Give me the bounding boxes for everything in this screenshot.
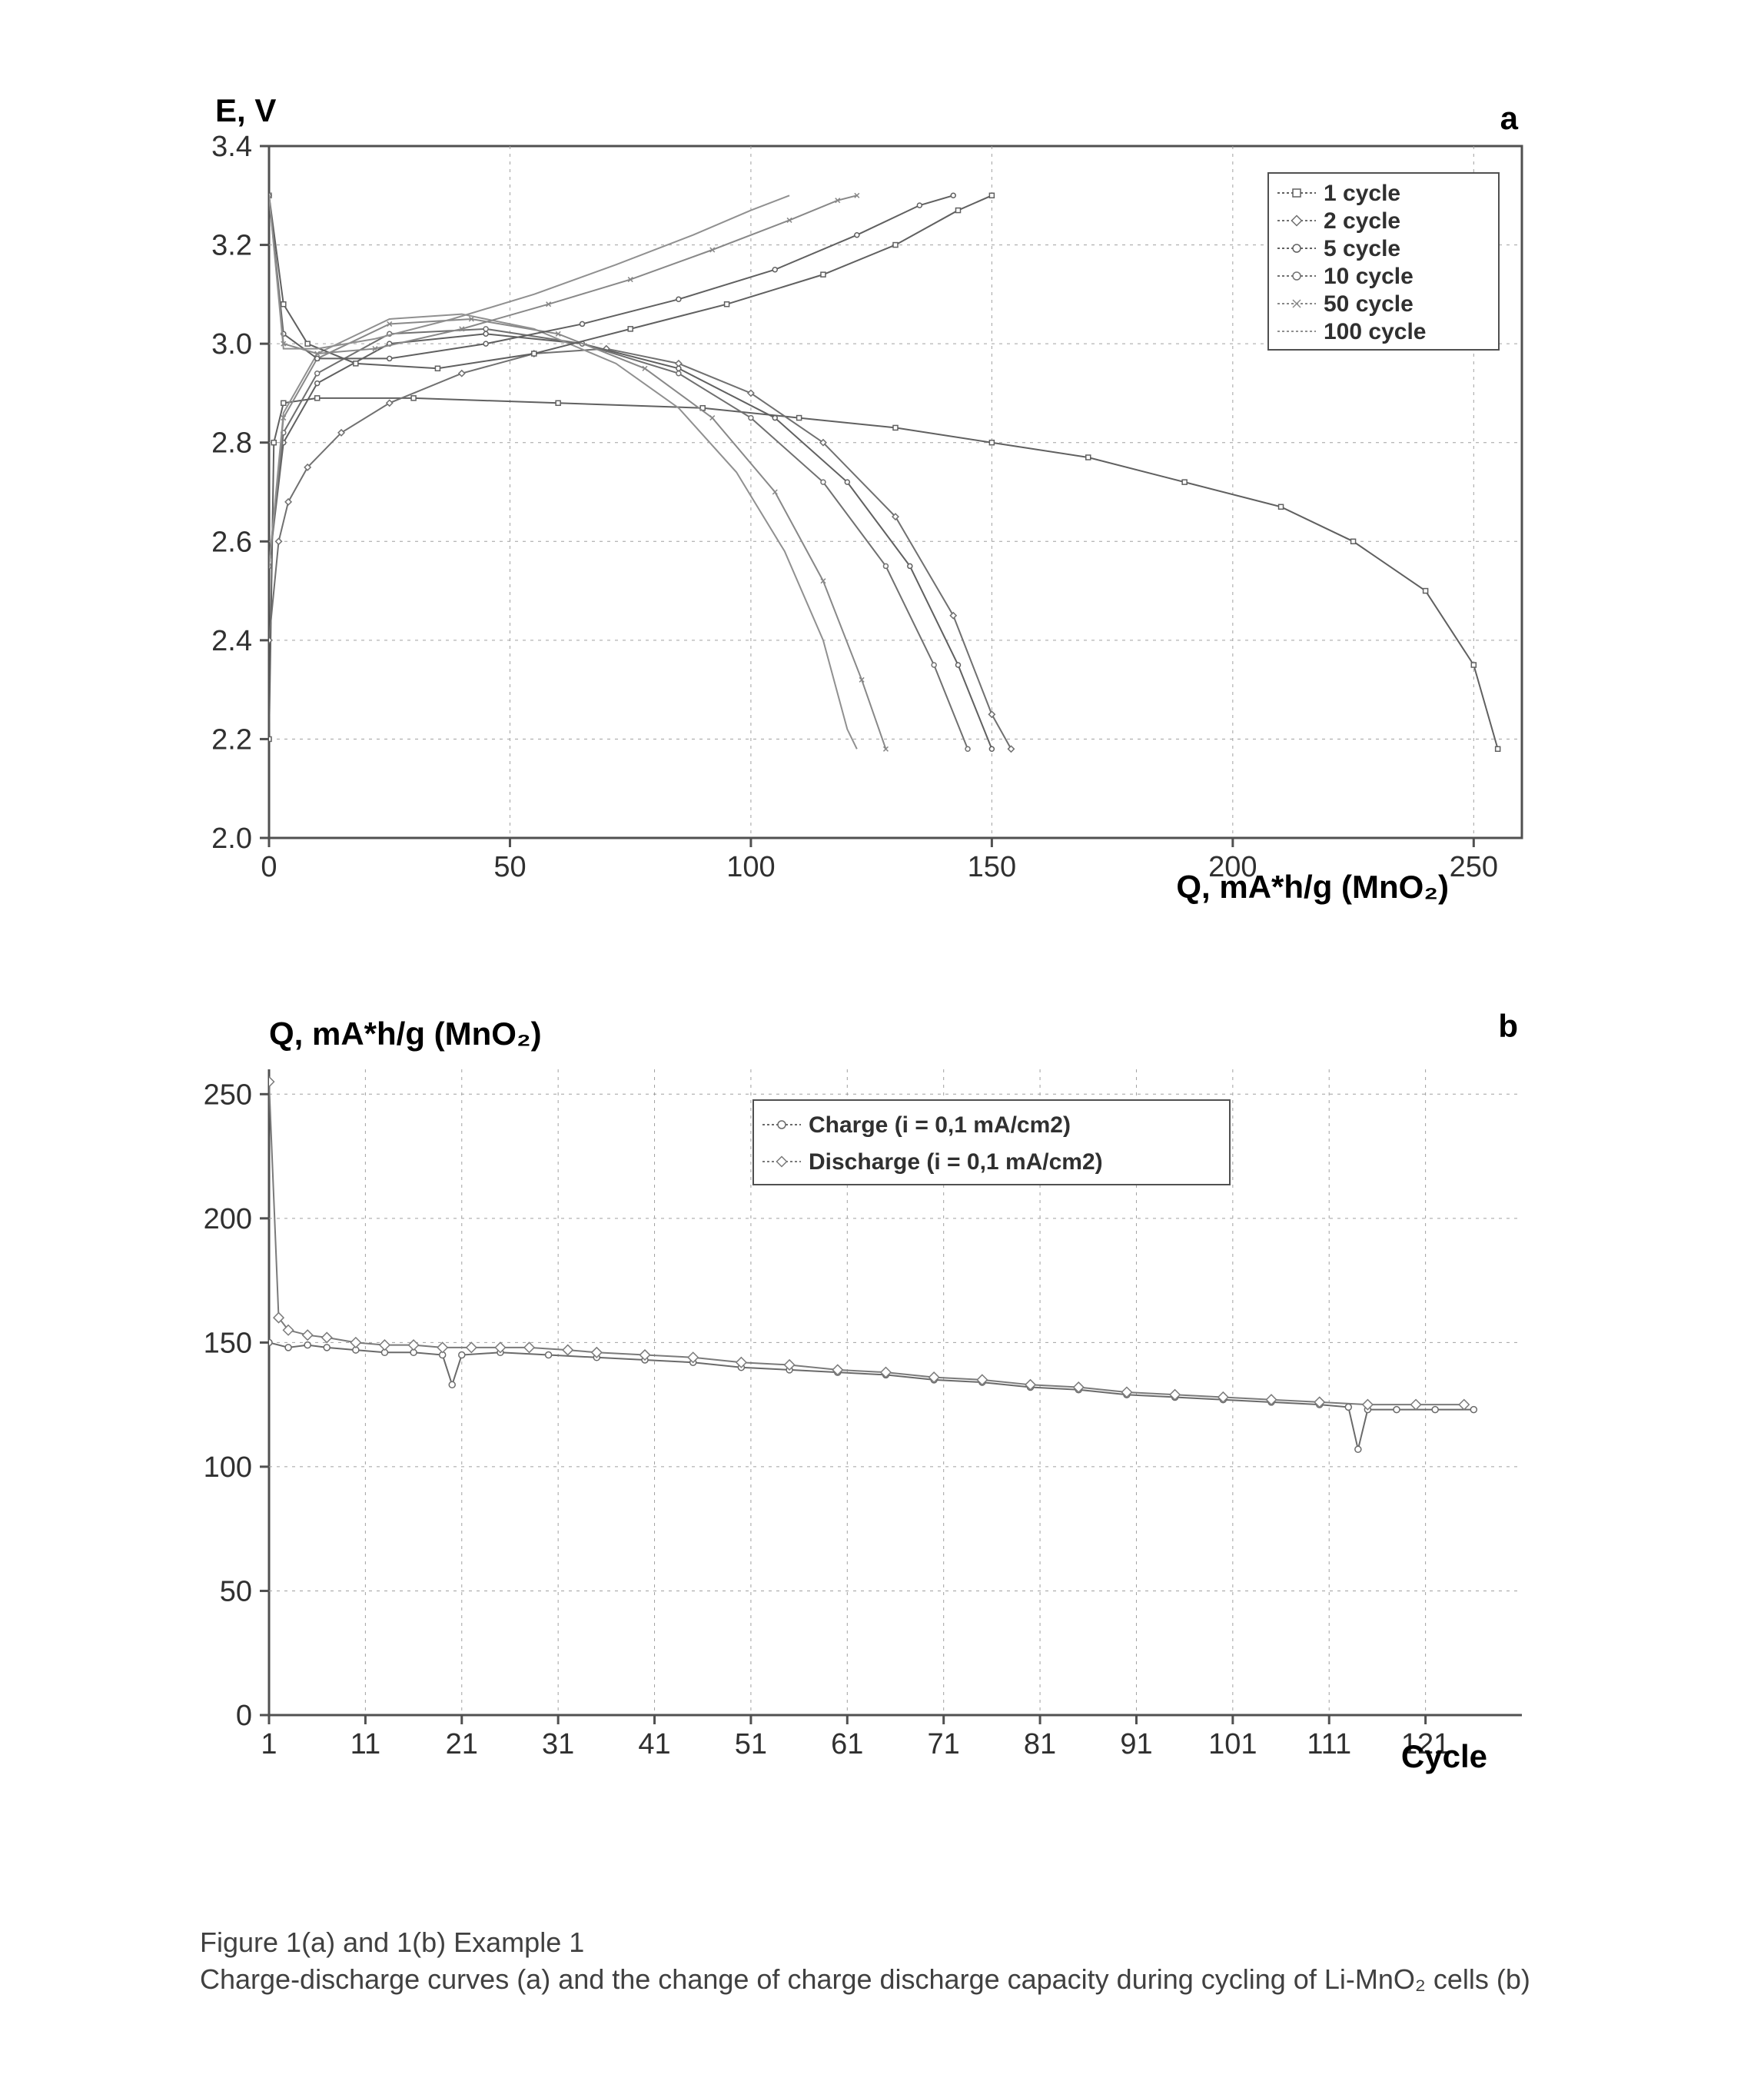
svg-text:111: 111 <box>1307 1728 1351 1760</box>
caption-line-2: Charge-discharge curves (a) and the chan… <box>200 1961 1595 1999</box>
svg-text:250: 250 <box>204 1079 252 1112</box>
svg-text:250: 250 <box>1450 851 1498 883</box>
svg-text:3.0: 3.0 <box>211 328 252 361</box>
svg-text:150: 150 <box>968 851 1016 883</box>
svg-text:100: 100 <box>204 1451 252 1484</box>
svg-text:41: 41 <box>638 1728 670 1760</box>
chart-a-y-title: E, V <box>215 92 276 129</box>
chart-b-svg: 0501001502002501112131415161718191101111… <box>169 1054 1568 1777</box>
svg-text:100 cycle: 100 cycle <box>1324 319 1426 344</box>
svg-text:31: 31 <box>542 1728 574 1760</box>
chart-b-wrap: Q, mA*h/g (MnO₂) b 050100150200250111213… <box>169 1016 1595 1824</box>
chart-b-x-title: Cycle <box>1401 1738 1487 1775</box>
svg-text:101: 101 <box>1208 1728 1257 1760</box>
svg-text:3.4: 3.4 <box>211 131 252 163</box>
chart-a-wrap: E, V a 2.02.22.42.62.83.03.23.4050100150… <box>169 92 1595 931</box>
svg-text:50: 50 <box>493 851 526 883</box>
svg-text:10 cycle: 10 cycle <box>1324 264 1414 289</box>
svg-text:2.8: 2.8 <box>211 427 252 460</box>
svg-text:100: 100 <box>726 851 775 883</box>
svg-text:0: 0 <box>261 851 277 883</box>
chart-b-y-title: Q, mA*h/g (MnO₂) <box>269 1016 542 1052</box>
chart-b-panel-label: b <box>1498 1008 1518 1045</box>
svg-text:2.6: 2.6 <box>211 526 252 558</box>
svg-text:61: 61 <box>831 1728 863 1760</box>
svg-text:71: 71 <box>928 1728 960 1760</box>
svg-text:91: 91 <box>1120 1728 1152 1760</box>
svg-text:51: 51 <box>735 1728 767 1760</box>
svg-text:Discharge (i = 0,1 mA/cm2): Discharge (i = 0,1 mA/cm2) <box>809 1149 1103 1175</box>
svg-text:0: 0 <box>236 1700 252 1732</box>
chart-a-x-title: Q, mA*h/g (MnO₂) <box>1176 869 1449 906</box>
svg-text:3.2: 3.2 <box>211 230 252 262</box>
svg-text:200: 200 <box>204 1203 252 1235</box>
svg-text:150: 150 <box>204 1328 252 1360</box>
svg-text:5 cycle: 5 cycle <box>1324 236 1400 261</box>
svg-text:Charge (i = 0,1 mA/cm2): Charge (i = 0,1 mA/cm2) <box>809 1112 1071 1138</box>
svg-text:2 cycle: 2 cycle <box>1324 208 1400 234</box>
svg-text:11: 11 <box>350 1728 380 1760</box>
caption-line-1: Figure 1(a) and 1(b) Example 1 <box>200 1924 1595 1962</box>
page: E, V a 2.02.22.42.62.83.03.23.4050100150… <box>0 0 1764 2091</box>
figure-caption: Figure 1(a) and 1(b) Example 1 Charge-di… <box>200 1924 1595 1999</box>
chart-a-svg: 2.02.22.42.62.83.03.23.40501001502002501… <box>169 131 1568 899</box>
svg-text:50 cycle: 50 cycle <box>1324 291 1414 317</box>
svg-text:1: 1 <box>261 1728 277 1760</box>
svg-text:2.2: 2.2 <box>211 723 252 756</box>
svg-text:81: 81 <box>1024 1728 1056 1760</box>
svg-text:2.4: 2.4 <box>211 625 252 657</box>
svg-text:1 cycle: 1 cycle <box>1324 181 1400 206</box>
svg-text:21: 21 <box>446 1728 478 1760</box>
svg-text:2.0: 2.0 <box>211 823 252 855</box>
svg-text:50: 50 <box>220 1576 252 1608</box>
